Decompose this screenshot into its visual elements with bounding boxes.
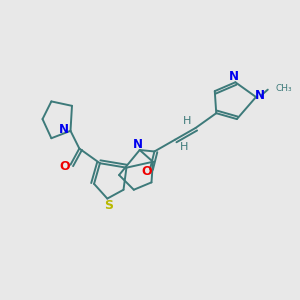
Text: O: O	[59, 160, 70, 173]
Text: H: H	[183, 116, 192, 126]
Text: N: N	[254, 89, 265, 102]
Text: H: H	[180, 142, 189, 152]
Text: CH₃: CH₃	[276, 84, 292, 93]
Text: O: O	[141, 165, 152, 178]
Text: N: N	[133, 138, 143, 151]
Text: S: S	[104, 199, 113, 212]
Text: N: N	[229, 70, 239, 83]
Text: N: N	[59, 123, 69, 136]
